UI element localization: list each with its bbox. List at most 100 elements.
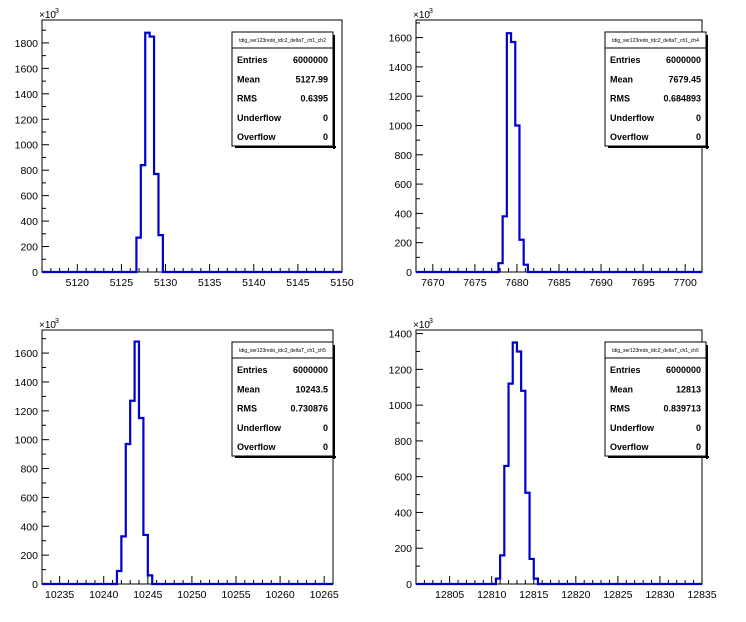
stats-value: 0: [323, 113, 328, 123]
y-tick-label: 1200: [15, 406, 39, 418]
x-tick-label: 12815: [519, 589, 548, 601]
stats-value: 0.730876: [290, 404, 328, 414]
y-tick-label: 800: [20, 464, 38, 476]
x-tick-label: 5145: [286, 277, 310, 289]
y-tick-label: 0: [406, 267, 412, 279]
histogram-panel-1: 0 200 400 600 800 1000 1200 1400 1600 1800 5120 512…: [15, 8, 354, 289]
y-tick-label: 600: [20, 191, 38, 203]
stats-value: 12813: [676, 384, 701, 394]
y-tick-label: 1600: [15, 348, 39, 360]
y-tick-label: 1400: [15, 89, 39, 101]
y-tick-label: 1200: [15, 114, 39, 126]
stats-box-shadow-right: [706, 35, 708, 149]
stats-box-shadow-right: [333, 345, 335, 459]
stats-value: 0: [323, 442, 328, 452]
y-tick-label: 1600: [389, 33, 413, 45]
x-tick-label: 12805: [435, 589, 464, 601]
x-tick-label: 7700: [673, 277, 697, 289]
y-tick-label: 600: [394, 472, 412, 484]
y-exponent-label: ×10: [413, 10, 430, 21]
stats-label: RMS: [610, 404, 630, 414]
stats-value: 0: [696, 442, 701, 452]
stats-label: Overflow: [610, 442, 650, 452]
stats-value: 0: [323, 423, 328, 433]
x-tick-label: 10240: [89, 589, 118, 601]
stats-box-frame: [604, 31, 707, 147]
x-tick-label: 10250: [177, 589, 206, 601]
stats-label: RMS: [237, 94, 257, 104]
y-tick-label: 1200: [389, 364, 413, 376]
stats-value: 6000000: [293, 55, 328, 65]
histogram-series: [416, 341, 702, 586]
y-tick-label: 1600: [15, 63, 39, 75]
stats-label: Overflow: [237, 132, 277, 142]
stats-value: 0: [696, 423, 701, 433]
stats-value: 0: [696, 132, 701, 142]
stats-value: 10243.5: [295, 384, 328, 394]
y-tick-label: 1400: [15, 377, 39, 389]
stats-box: tdig_ser123redo_tdc2_deltaT_ch1_ch4 Entri…: [604, 31, 709, 149]
stats-label: Overflow: [610, 132, 650, 142]
stats-label: RMS: [610, 94, 630, 104]
x-tick-label: 12825: [603, 589, 632, 601]
x-tick-label: 7695: [631, 277, 655, 289]
x-tick-label: 10255: [221, 589, 250, 601]
stats-value: 6000000: [666, 55, 701, 65]
y-tick-label: 800: [20, 165, 38, 177]
stats-box-shadow-bottom: [608, 146, 709, 148]
y-exponent-label: ×10: [413, 320, 430, 331]
stats-value: 7679.45: [668, 74, 701, 84]
y-tick-label: 400: [394, 507, 412, 519]
y-exponent-label: ×10: [39, 10, 56, 21]
stats-value: 6000000: [666, 365, 701, 375]
x-tick-label: 10235: [45, 589, 74, 601]
stats-box: tdig_ser123redo_tdc2_deltaT_ch1_ch6 Entri…: [604, 341, 709, 459]
histogram-panel-4: 0 200 400 600 800 1000 1200 1400 12805 12810 12815…: [389, 318, 717, 601]
y-tick-label: 400: [394, 208, 412, 220]
stats-box-frame: [231, 341, 334, 457]
stats-title: tdig_ser123redo_tdc2_deltaT_ch1_ch5: [239, 348, 326, 354]
y-tick-label: 1000: [15, 140, 39, 152]
histogram-series: [416, 32, 702, 274]
x-tick-label: 7675: [463, 277, 487, 289]
stats-value: 0: [696, 113, 701, 123]
stats-label: Underflow: [237, 113, 282, 123]
stats-box-shadow-right: [706, 345, 708, 459]
y-tick-label: 1400: [389, 329, 413, 341]
y-exponent-label: ×10: [39, 320, 56, 331]
x-tick-label: 5130: [154, 277, 178, 289]
y-tick-label: 400: [20, 521, 38, 533]
y-tick-label: 200: [394, 238, 412, 250]
stats-value: 5127.99: [295, 74, 328, 84]
stats-label: Entries: [237, 55, 268, 65]
y-tick-label: 400: [20, 216, 38, 228]
x-tick-label: 5125: [110, 277, 134, 289]
x-tick-label: 12810: [477, 589, 506, 601]
stats-label: RMS: [237, 404, 257, 414]
stats-label: Entries: [610, 55, 641, 65]
y-tick-label: 200: [394, 543, 412, 555]
histogram-panel-3: 0 200 400 600 800 1000 1200 1400 1600 10235 10240 1…: [15, 318, 339, 601]
x-tick-label: 5140: [242, 277, 266, 289]
stats-value: 0: [323, 132, 328, 142]
y-tick-label: 0: [32, 267, 38, 279]
y-exponent-power: 3: [429, 318, 433, 325]
x-tick-label: 10245: [133, 589, 162, 601]
stats-title: tdig_ser123redo_tdc2_deltaT_ch1_ch6: [612, 348, 699, 354]
stats-label: Mean: [610, 74, 633, 84]
y-tick-label: 1000: [389, 120, 413, 132]
stats-label: Underflow: [237, 423, 282, 433]
stats-box-shadow-bottom: [235, 456, 336, 458]
stats-value: 0.6395: [300, 94, 328, 104]
y-tick-label: 1800: [15, 38, 39, 50]
y-tick-label: 600: [394, 179, 412, 191]
y-tick-label: 600: [20, 492, 38, 504]
stats-label: Underflow: [610, 113, 655, 123]
stats-box-frame: [604, 341, 707, 457]
stats-box: tdig_ser123redo_tdc2_deltaT_ch1_ch2 Entri…: [231, 31, 336, 149]
stats-box: tdig_ser123redo_tdc2_deltaT_ch1_ch5 Entri…: [231, 341, 336, 459]
y-exponent-power: 3: [55, 8, 59, 15]
y-tick-label: 1200: [389, 91, 413, 103]
x-tick-label: 7670: [421, 277, 445, 289]
